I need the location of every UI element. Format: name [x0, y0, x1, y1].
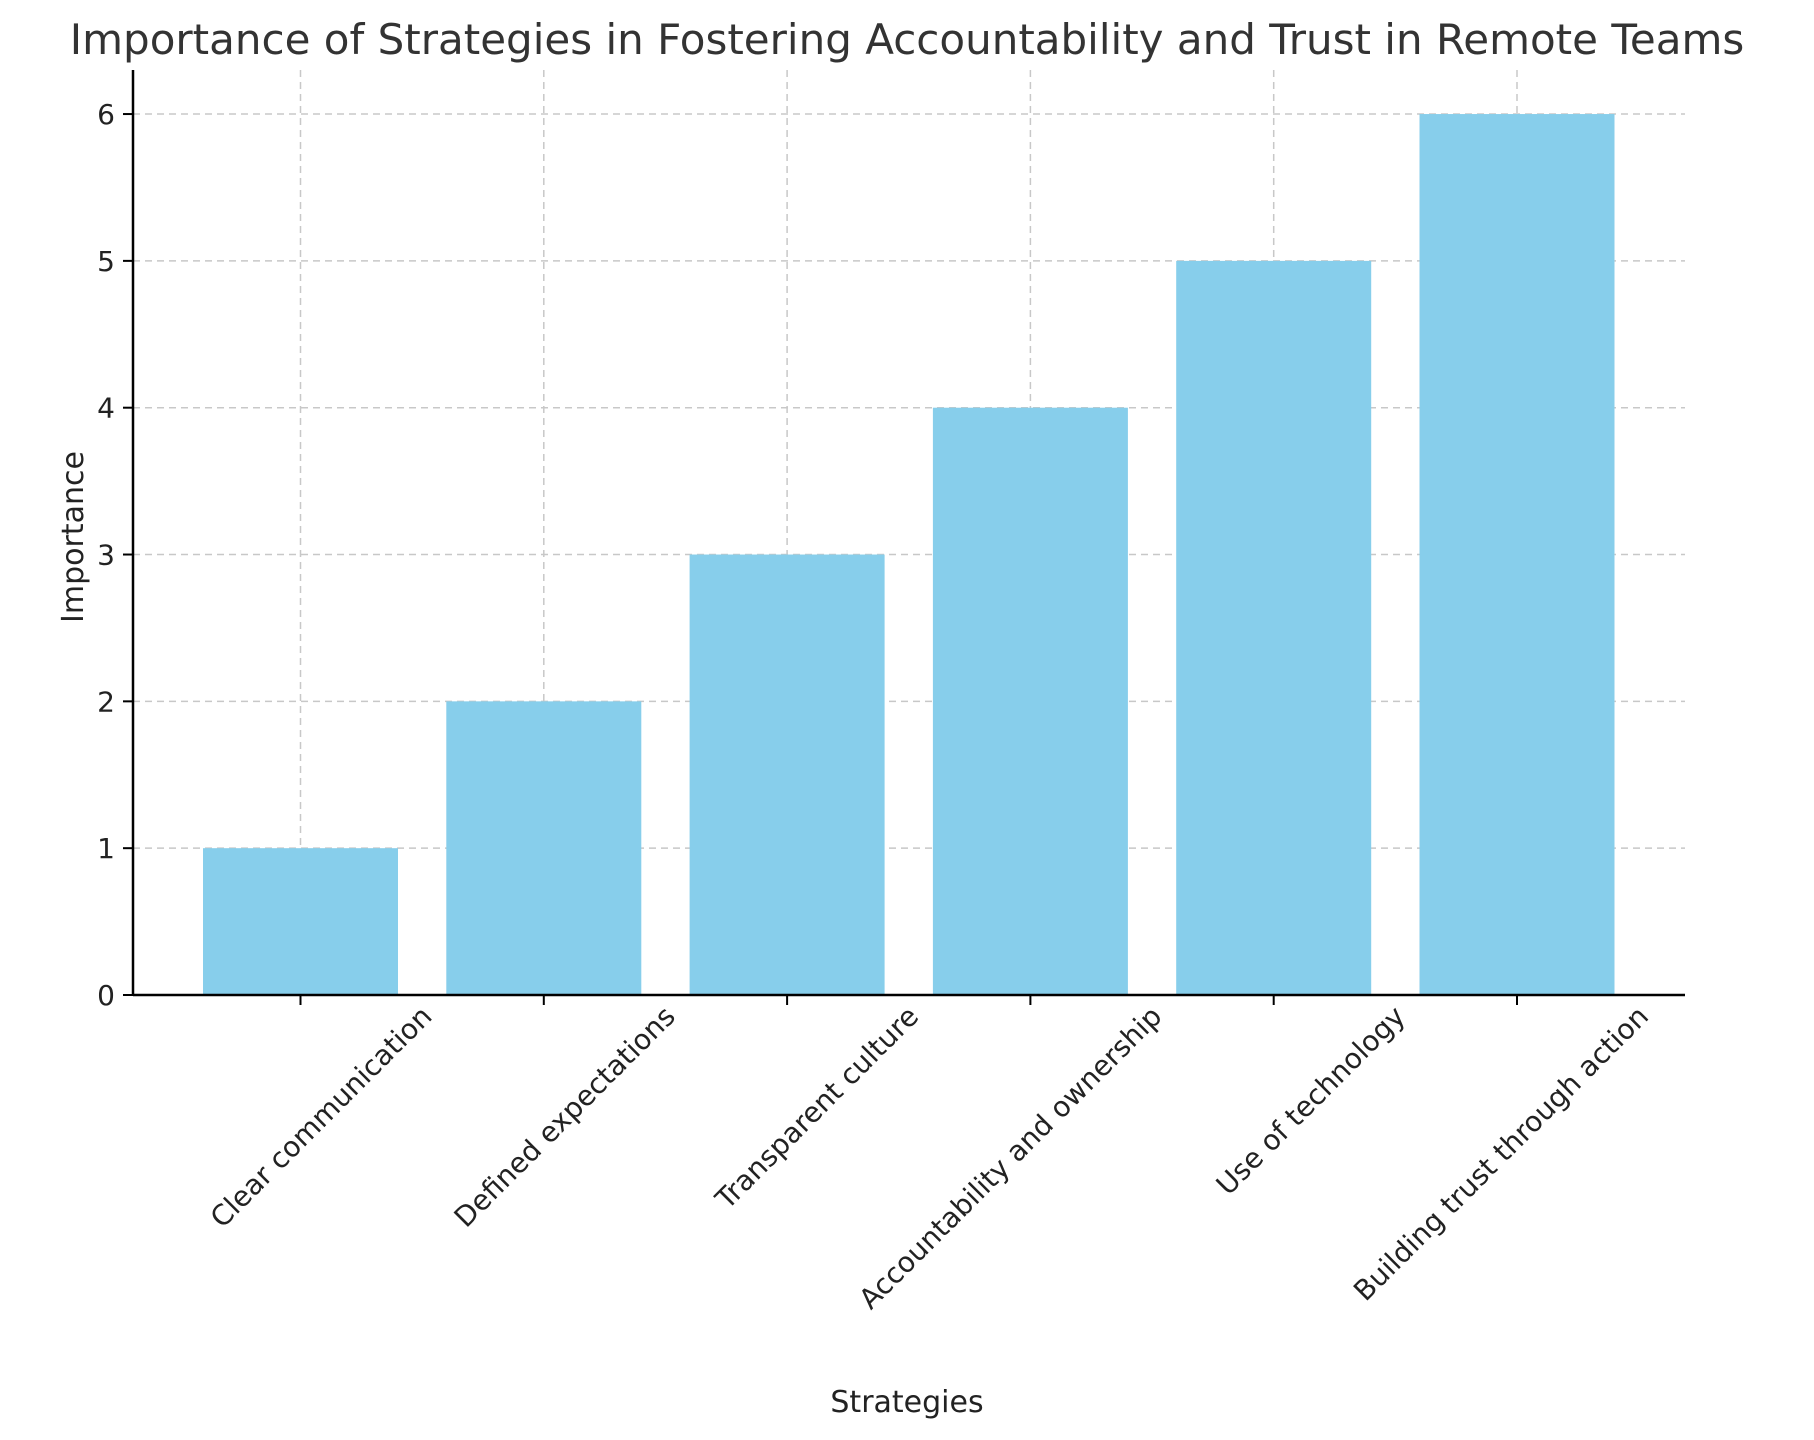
bar-1 — [203, 848, 398, 995]
x-tick-label-3: Transparent culture — [708, 1000, 925, 1217]
y-tick-label-6: 6 — [97, 98, 115, 131]
x-tick-label-1: Clear communication — [204, 1000, 439, 1235]
y-tick-label-0: 0 — [97, 979, 115, 1012]
bars — [203, 114, 1615, 996]
axes — [123, 70, 1685, 1005]
y-tick-label-5: 5 — [97, 245, 115, 278]
bar-6 — [1419, 114, 1615, 996]
y-tick-label-3: 3 — [97, 539, 115, 572]
y-tick-label-4: 4 — [97, 392, 115, 425]
y-axis-label: Importance — [56, 451, 91, 623]
bar-5 — [1176, 260, 1372, 995]
bar-2 — [446, 701, 642, 995]
y-tick-label-1: 1 — [97, 832, 115, 865]
x-axis-label: Strategies — [830, 1385, 983, 1420]
x-tick-label-5: Use of technology — [1210, 1000, 1412, 1202]
bar-3 — [689, 554, 885, 995]
x-tick-label-2: Defined expectations — [448, 1000, 682, 1234]
y-tick-label-2: 2 — [97, 685, 115, 718]
bar-4 — [932, 407, 1128, 995]
chart-title: Importance of Strategies in Fostering Ac… — [70, 15, 1744, 64]
x-tick-label-6: Building trust through action — [1347, 1000, 1655, 1308]
